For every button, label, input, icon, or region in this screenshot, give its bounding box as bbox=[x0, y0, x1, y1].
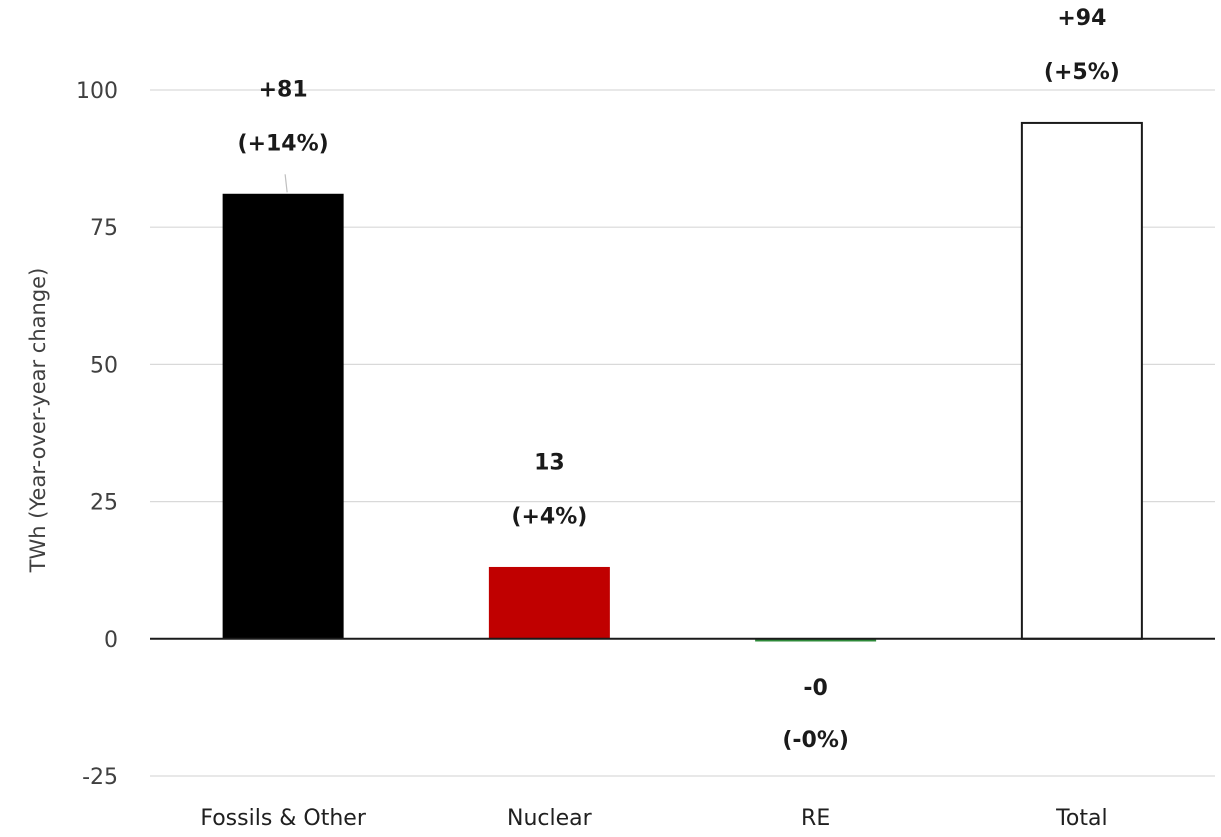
x-category-label: Total bbox=[1055, 806, 1107, 831]
data-label-value: +94 bbox=[1057, 6, 1106, 31]
y-axis-label: TWh (Year-over-year change) bbox=[26, 268, 50, 574]
bar-fossils-other bbox=[222, 193, 344, 640]
x-axis-categories: Fossils & Other Nuclear RE Total bbox=[200, 806, 1107, 831]
data-labels: +81 (+14%) 13 (+4%) -0 (-0%) +94 (+5%) bbox=[238, 6, 1120, 753]
bars bbox=[222, 121, 1143, 642]
y-tick-label: 0 bbox=[104, 628, 118, 653]
x-category-label: Nuclear bbox=[507, 806, 593, 831]
y-tick-label: 50 bbox=[90, 353, 118, 378]
data-label-percent: (+4%) bbox=[511, 504, 587, 529]
x-category-label: RE bbox=[801, 806, 830, 831]
y-tick-label: -25 bbox=[82, 765, 118, 790]
data-label-percent: (-0%) bbox=[782, 728, 849, 753]
y-tick-label: 75 bbox=[90, 216, 118, 241]
y-tick-label: 25 bbox=[90, 491, 118, 516]
y-axis-ticks: -25 0 25 50 75 100 bbox=[76, 79, 118, 790]
data-label-percent: (+14%) bbox=[238, 131, 329, 156]
data-label-value: 13 bbox=[534, 450, 565, 475]
label-leader-line bbox=[284, 174, 288, 193]
y-tick-label: 100 bbox=[76, 79, 118, 104]
x-category-label: Fossils & Other bbox=[200, 806, 367, 831]
data-label-percent: (+5%) bbox=[1044, 60, 1120, 85]
bar-total bbox=[1020, 121, 1143, 640]
bar-nuclear bbox=[488, 566, 610, 640]
data-label-value: +81 bbox=[259, 77, 308, 102]
data-label-value: -0 bbox=[803, 676, 827, 701]
